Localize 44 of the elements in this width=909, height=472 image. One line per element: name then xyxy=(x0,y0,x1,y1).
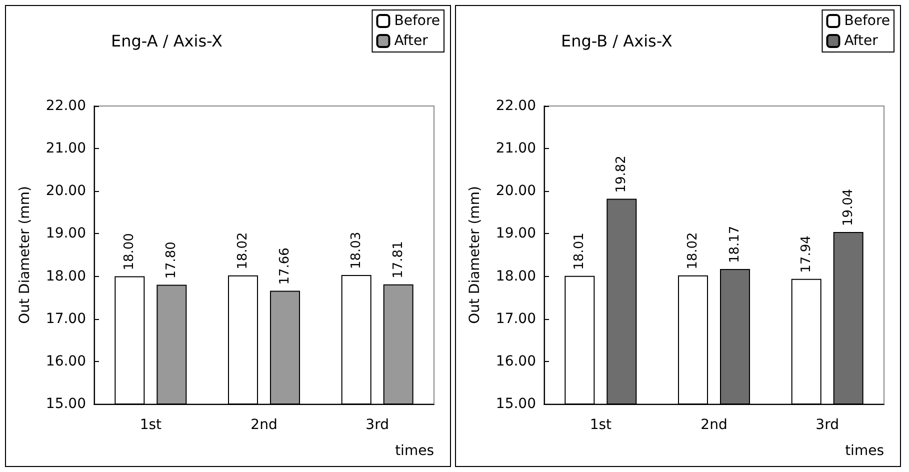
y-tick-label: 18.00 xyxy=(496,268,536,284)
x-tick-label: 3rd xyxy=(366,417,389,433)
chart-title: Eng-A / Axis-X xyxy=(111,32,223,50)
y-tick-label: 21.00 xyxy=(496,140,536,157)
data-label: 17.81 xyxy=(390,241,406,278)
y-tick-label: 17.00 xyxy=(496,310,536,327)
y-tick-label: 17.00 xyxy=(46,310,86,327)
data-label: 19.82 xyxy=(614,156,630,193)
chart-title: Eng-B / Axis-X xyxy=(561,32,672,50)
y-tick-label: 16.00 xyxy=(496,353,536,370)
data-label: 18.02 xyxy=(236,232,250,270)
data-label: 19.04 xyxy=(840,188,856,226)
data-label: 18.01 xyxy=(572,232,588,270)
data-label: 17.66 xyxy=(278,248,292,285)
legend-label: After xyxy=(844,33,878,49)
y-tick-label: 20.00 xyxy=(46,183,86,200)
y-tick-label: 16.00 xyxy=(46,353,86,370)
y-tick-label: 20.00 xyxy=(496,183,536,200)
y-tick-label: 21.00 xyxy=(46,140,86,157)
y-axis-title: Out Diameter (mm) xyxy=(467,186,483,324)
data-label: 17.94 xyxy=(798,236,814,273)
y-tick-label: 19.00 xyxy=(496,226,536,242)
y-axis-title: Out Diameter (mm) xyxy=(17,186,33,324)
legend-label: Before xyxy=(844,13,890,29)
x-axis-title: times xyxy=(395,443,434,459)
y-tick-label: 19.00 xyxy=(46,226,86,242)
data-label: 18.02 xyxy=(686,232,700,270)
data-label: 18.03 xyxy=(348,232,364,270)
y-tick-label: 15.00 xyxy=(496,396,536,412)
x-tick-label: 2nd xyxy=(250,417,278,433)
x-tick-label: 1st xyxy=(140,417,162,433)
legend-label: Before xyxy=(394,13,440,29)
y-tick-label: 15.00 xyxy=(46,396,86,412)
x-tick-label: 2nd xyxy=(700,417,728,433)
x-tick-label: 1st xyxy=(590,417,612,433)
data-label: 18.17 xyxy=(728,226,742,264)
data-label: 18.00 xyxy=(122,233,138,270)
y-tick-label: 22.00 xyxy=(46,98,86,114)
x-axis-title: times xyxy=(845,443,884,459)
y-tick-label: 22.00 xyxy=(496,98,536,114)
legend-label: After xyxy=(394,33,428,49)
y-tick-label: 18.00 xyxy=(46,268,86,284)
x-tick-label: 3rd xyxy=(816,417,839,433)
data-label: 17.80 xyxy=(164,242,180,279)
